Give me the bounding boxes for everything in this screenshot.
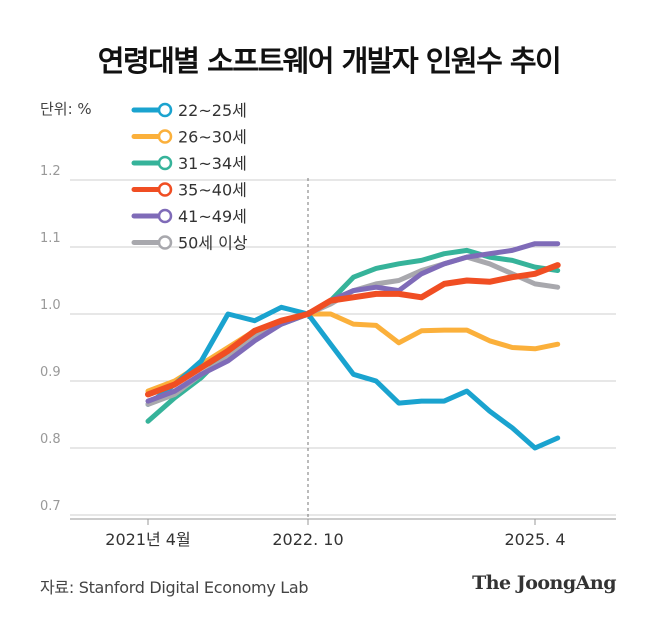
y-tick-label: 0.7 [40,499,61,514]
series-line-1 [145,311,561,394]
series-line-0 [145,304,561,451]
legend-marker-icon [157,208,173,224]
unit-label: 단위: % [40,100,92,118]
legend-label: 50세 이상 [178,234,248,253]
x-tick-label: 2022. 10 [272,530,343,549]
chart-title: 연령대별 소프트웨어 개발자 인원수 추이 [97,44,562,78]
joongang-logo: The JoongAng [472,572,616,594]
legend-marker-icon [157,182,173,197]
y-tick-label: 1.2 [40,164,61,179]
x-tick-label: 2021년 4월 [105,530,190,549]
series-line-4 [145,241,561,404]
legend-label: 41~49세 [178,207,247,226]
legend-marker-icon [157,235,173,250]
series-line-3 [145,262,561,398]
legend-marker-icon [157,102,173,118]
legend-label: 22~25세 [178,101,247,120]
series-line-2 [145,247,561,424]
y-tick-label: 0.8 [40,432,61,447]
y-tick-label: 1.0 [40,298,61,313]
legend-marker-icon [157,155,173,171]
y-tick-label: 1.1 [40,231,61,246]
legend-label: 35~40세 [178,181,247,200]
source-label: 자료: Stanford Digital Economy Lab [40,578,309,597]
legend-label: 31~34세 [178,154,247,173]
x-tick-label: 2025. 4 [504,530,565,549]
legend-label: 26~30세 [178,128,247,147]
y-tick-label: 0.9 [40,365,61,380]
legend-marker-icon [157,129,173,144]
